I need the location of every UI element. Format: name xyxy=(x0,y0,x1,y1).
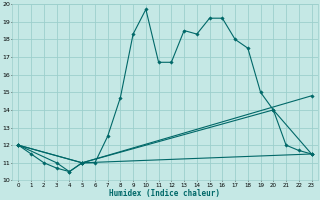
X-axis label: Humidex (Indice chaleur): Humidex (Indice chaleur) xyxy=(109,189,220,198)
